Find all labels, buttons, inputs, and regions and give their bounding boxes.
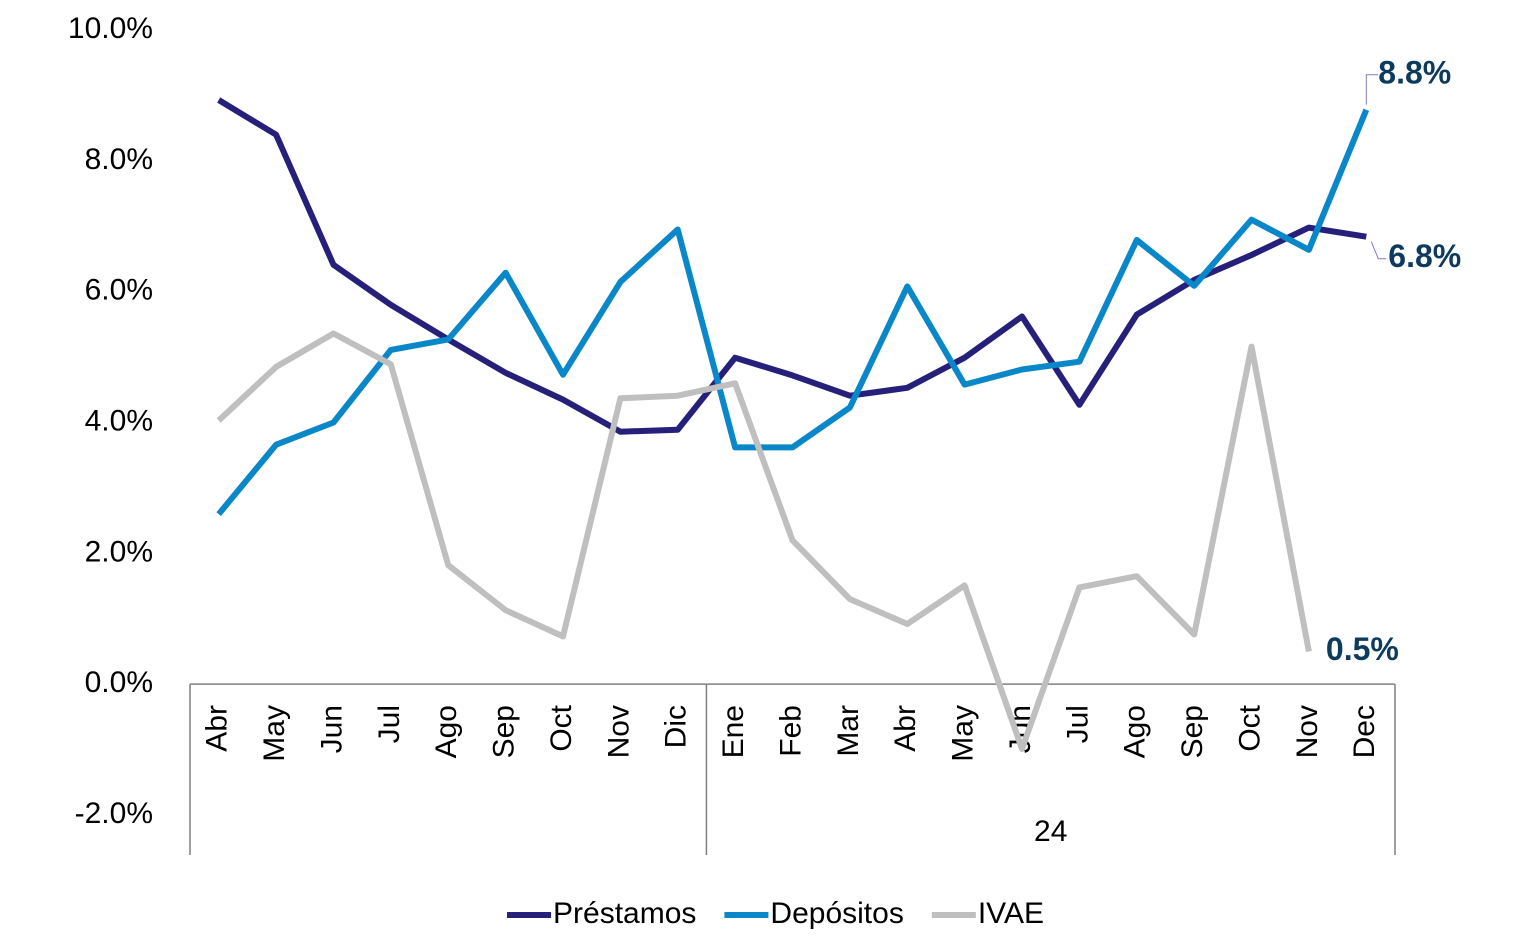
x-tick-label: Mar	[832, 705, 865, 757]
x-tick-label: May	[947, 705, 980, 762]
y-tick-label: 0.0%	[85, 666, 153, 699]
y-tick-label: 10.0%	[68, 12, 153, 45]
x-tick-label: Jul	[1061, 705, 1094, 743]
x-tick-label: May	[258, 705, 291, 762]
series-line	[216, 108, 1370, 517]
x-tick-label: Nov	[1291, 705, 1324, 758]
data-label: 0.5%	[1326, 631, 1399, 667]
x-tick-label: Abr	[201, 705, 234, 752]
y-tick-label: 2.0%	[85, 535, 153, 568]
x-tick-label: Dec	[1348, 705, 1381, 758]
x-tick-label: Nov	[602, 705, 635, 758]
y-tick-label: -2.0%	[75, 797, 153, 830]
legend-label: Préstamos	[553, 897, 696, 930]
data-label: 8.8%	[1378, 54, 1451, 90]
x-tick-label: Feb	[774, 705, 807, 757]
x-tick-label: Oct	[545, 704, 578, 751]
y-tick-label: 8.0%	[85, 143, 153, 176]
leader-line	[1365, 74, 1379, 105]
x-tick-label: Sep	[488, 705, 521, 758]
x-tick-label: Ene	[717, 705, 750, 758]
x-tick-label: Sep	[1176, 705, 1209, 758]
x-tick-label: Ago	[1119, 705, 1152, 758]
y-tick-label: 4.0%	[85, 404, 153, 437]
x-tick-label: Oct	[1233, 704, 1266, 751]
legend: Préstamos Depósitos IVAE	[507, 897, 1044, 930]
x-tick-label: Jun	[315, 705, 348, 753]
group-label: 24	[1034, 815, 1067, 848]
x-tick-label: Dic	[660, 705, 693, 748]
series-line	[217, 97, 1367, 435]
legend-label: IVAE	[978, 897, 1044, 930]
series-line	[216, 330, 1312, 752]
legend-label: Depósitos	[770, 897, 903, 930]
y-tick-label: 6.0%	[85, 274, 153, 307]
data-label: 6.8%	[1388, 238, 1461, 274]
x-tick-label: Jul	[373, 705, 406, 743]
leader-line	[1370, 241, 1387, 260]
x-tick-label: Ago	[430, 705, 463, 758]
x-tick-label: Abr	[889, 705, 922, 752]
